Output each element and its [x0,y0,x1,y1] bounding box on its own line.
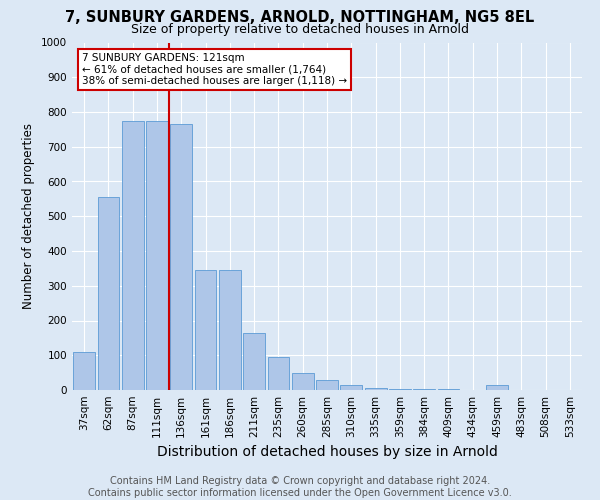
Bar [340,385,362,390]
Text: Size of property relative to detached houses in Arnold: Size of property relative to detached ho… [131,22,469,36]
X-axis label: Distribution of detached houses by size in Arnold: Distribution of detached houses by size … [157,446,497,460]
Text: 7 SUNBURY GARDENS: 121sqm
← 61% of detached houses are smaller (1,764)
38% of se: 7 SUNBURY GARDENS: 121sqm ← 61% of detac… [82,53,347,86]
Bar [146,120,168,390]
Bar [97,197,119,390]
Bar [268,357,289,390]
Bar [316,380,338,390]
Y-axis label: Number of detached properties: Number of detached properties [22,123,35,309]
Bar [243,332,265,390]
Bar [486,385,508,390]
Bar [219,270,241,390]
Bar [122,120,143,390]
Text: Contains HM Land Registry data © Crown copyright and database right 2024.
Contai: Contains HM Land Registry data © Crown c… [88,476,512,498]
Bar [73,352,95,390]
Bar [389,389,411,390]
Text: 7, SUNBURY GARDENS, ARNOLD, NOTTINGHAM, NG5 8EL: 7, SUNBURY GARDENS, ARNOLD, NOTTINGHAM, … [65,10,535,25]
Bar [194,270,217,390]
Bar [292,372,314,390]
Bar [365,388,386,390]
Bar [170,124,192,390]
